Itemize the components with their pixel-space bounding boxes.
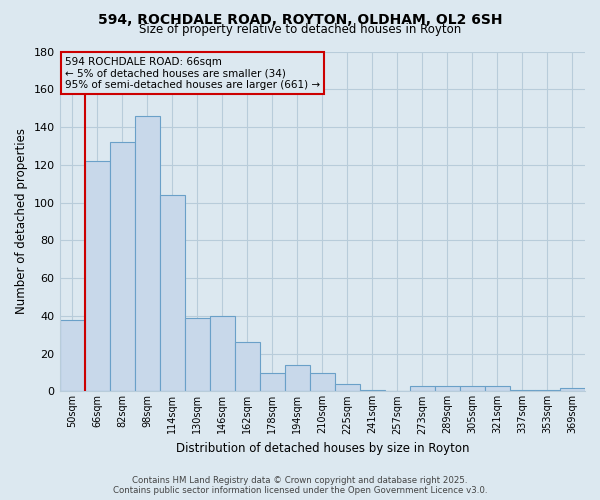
- Bar: [235, 342, 260, 392]
- Bar: [310, 372, 335, 392]
- Text: Size of property relative to detached houses in Royton: Size of property relative to detached ho…: [139, 22, 461, 36]
- Bar: [360, 390, 385, 392]
- Bar: [485, 386, 510, 392]
- Bar: [435, 386, 460, 392]
- Bar: [285, 365, 310, 392]
- Text: Contains HM Land Registry data © Crown copyright and database right 2025.
Contai: Contains HM Land Registry data © Crown c…: [113, 476, 487, 495]
- X-axis label: Distribution of detached houses by size in Royton: Distribution of detached houses by size …: [176, 442, 469, 455]
- Text: 594 ROCHDALE ROAD: 66sqm
← 5% of detached houses are smaller (34)
95% of semi-de: 594 ROCHDALE ROAD: 66sqm ← 5% of detache…: [65, 56, 320, 90]
- Bar: [134, 116, 160, 392]
- Bar: [110, 142, 134, 392]
- Bar: [59, 320, 85, 392]
- Bar: [560, 388, 585, 392]
- Bar: [185, 318, 209, 392]
- Bar: [160, 195, 185, 392]
- Y-axis label: Number of detached properties: Number of detached properties: [15, 128, 28, 314]
- Text: 594, ROCHDALE ROAD, ROYTON, OLDHAM, OL2 6SH: 594, ROCHDALE ROAD, ROYTON, OLDHAM, OL2 …: [98, 12, 502, 26]
- Bar: [335, 384, 360, 392]
- Bar: [410, 386, 435, 392]
- Bar: [535, 390, 560, 392]
- Bar: [85, 161, 110, 392]
- Bar: [510, 390, 535, 392]
- Bar: [260, 372, 285, 392]
- Bar: [209, 316, 235, 392]
- Bar: [460, 386, 485, 392]
